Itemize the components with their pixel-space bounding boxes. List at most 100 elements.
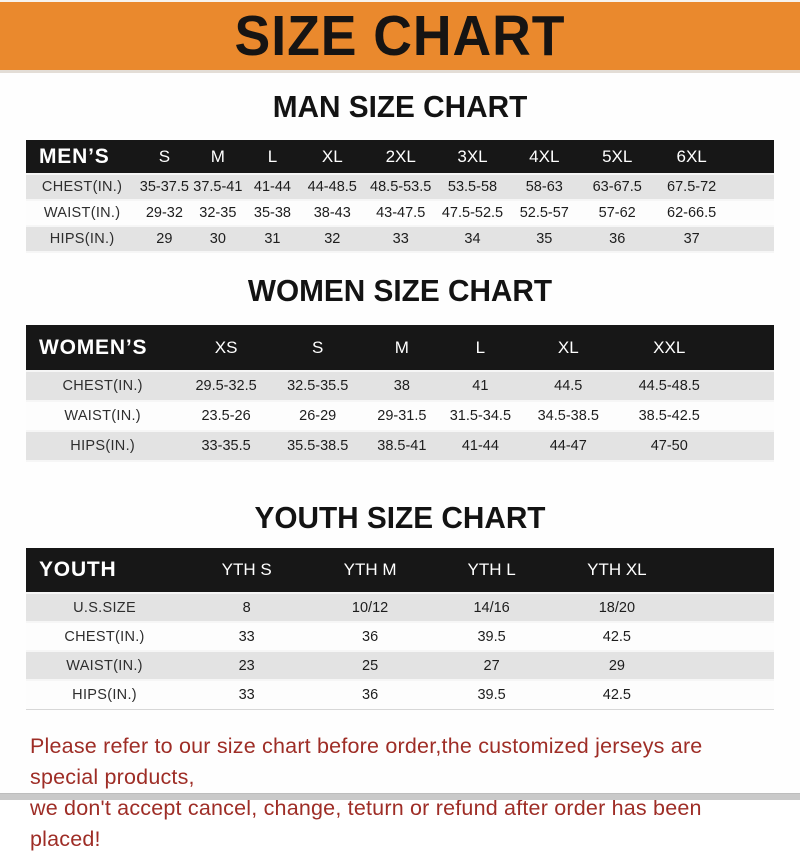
- size-value: 33: [392, 231, 409, 247]
- row-label: HIPS(IN.): [70, 438, 136, 454]
- size-value: 23.5-26: [201, 408, 251, 424]
- header-filler-cell: [721, 325, 774, 371]
- size-value: 29-32: [145, 205, 183, 221]
- size-value: 62-66.5: [667, 205, 717, 221]
- table-row: U.S.SIZE 8 10/12 14/16 18/20: [26, 593, 774, 622]
- header-filler-cell: [729, 140, 774, 174]
- size-column-header: YTH L: [429, 548, 554, 593]
- bottom-edge-strip: [0, 793, 800, 800]
- table-row: WAIST(IN.) 23.5-26 26-29 29-31.5 31.5-34.5 34…: [26, 401, 774, 431]
- size-value: 27: [483, 657, 500, 674]
- size-value: 63-67.5: [592, 179, 642, 195]
- size-column-header: YTH S: [183, 548, 311, 593]
- size-column-header: 2XL: [364, 140, 437, 174]
- size-value: 31.5-34.5: [449, 408, 512, 424]
- size-value: 43-47.5: [376, 205, 426, 221]
- row-label: WAIST(IN.): [64, 408, 141, 424]
- size-value: 35: [536, 231, 553, 247]
- table-title-cell: WOMEN’S: [26, 325, 180, 371]
- size-value: 26-29: [299, 408, 337, 424]
- size-value: 29: [156, 231, 173, 247]
- size-column-header: YTH M: [310, 548, 430, 593]
- size-value: 29: [608, 657, 625, 674]
- size-column-header: 5XL: [580, 140, 655, 174]
- size-value: 44-48.5: [307, 179, 357, 195]
- size-value: 47-50: [650, 438, 688, 454]
- size-value: 35.5-38.5: [287, 438, 349, 454]
- youth-section: YOUTH SIZE CHART YOUTH YTH S YTH M YTH L YTH…: [0, 500, 800, 710]
- table-row: CHEST(IN.) 29.5-32.5 32.5-35.5 38 41 44.5 44.5…: [26, 371, 774, 401]
- size-value: 53.5-58: [447, 179, 498, 195]
- row-filler-cell: [722, 371, 774, 401]
- size-column-header: XS: [179, 325, 273, 371]
- size-column-header: XXL: [616, 325, 722, 371]
- size-column-header: S: [138, 140, 191, 174]
- size-value: 32: [324, 231, 341, 247]
- table-row: WAIST(IN.) 23 25 27 29: [26, 651, 774, 680]
- size-value: 32-35: [199, 205, 237, 221]
- size-value: 38-43: [313, 205, 351, 221]
- footer-note-line-2: we don't accept cancel, change, teturn o…: [30, 795, 702, 851]
- size-column-header: L: [441, 325, 520, 371]
- youth-size-table: YOUTH YTH S YTH M YTH L YTH XL U.S.SIZE 8 10/1…: [26, 548, 774, 710]
- size-value: 67.5-72: [667, 179, 717, 195]
- table-row: WAIST(IN.) 29-32 32-35 35-38 38-43 43-47.5 47.…: [26, 200, 774, 226]
- size-value: 34: [464, 231, 481, 247]
- row-filler-cell: [722, 401, 774, 431]
- size-value: 58-63: [525, 179, 563, 195]
- size-value: 29.5-32.5: [195, 378, 257, 394]
- women-table-header-row: WOMEN’S XS S M L XL XXL: [26, 325, 774, 371]
- size-column-header: XL: [519, 325, 617, 371]
- row-filler-cell: [680, 680, 774, 709]
- men-size-table: MEN’S S M L XL 2XL 3XL 4XL 5XL 6XL CHEST(IN.) 35-3…: [26, 140, 774, 253]
- row-label: WAIST(IN.): [43, 205, 121, 221]
- youth-section-heading: YOUTH SIZE CHART: [254, 500, 546, 535]
- youth-table-header-row: YOUTH YTH S YTH M YTH L YTH XL: [26, 548, 774, 593]
- table-row: CHEST(IN.) 35-37.5 37.5-41 41-44 44-48.5 48.5…: [26, 174, 774, 200]
- row-filler-cell: [729, 226, 774, 252]
- women-size-table: WOMEN’S XS S M L XL XXL CHEST(IN.) 29.5-32.5 32.…: [26, 325, 774, 462]
- size-value: 42.5: [602, 628, 631, 645]
- women-section-heading: WOMEN SIZE CHART: [247, 273, 553, 308]
- size-value: 33: [238, 686, 255, 703]
- size-value: 52.5-57: [519, 205, 569, 221]
- size-value: 39.5: [477, 686, 506, 703]
- size-value: 36: [362, 686, 379, 703]
- size-value: 41-44: [461, 438, 499, 454]
- size-value: 14/16: [473, 599, 510, 616]
- size-column-header: XL: [299, 140, 365, 174]
- table-title-cell: YOUTH: [26, 548, 184, 593]
- men-section: MAN SIZE CHART MEN’S S M L XL 2XL 3XL 4XL 5XL 6XL…: [0, 89, 800, 253]
- size-value: 47.5-52.5: [441, 205, 504, 221]
- size-value: 57-62: [598, 205, 636, 221]
- size-column-header: 6XL: [654, 140, 730, 174]
- size-value: 41: [472, 378, 489, 394]
- size-value: 30: [209, 231, 226, 247]
- size-value: 44-47: [549, 438, 587, 454]
- size-value: 25: [362, 657, 379, 674]
- row-label: HIPS(IN.): [49, 231, 115, 247]
- size-value: 48.5-53.5: [370, 179, 432, 195]
- size-value: 41-44: [253, 179, 291, 195]
- size-value: 35-37.5: [139, 179, 189, 195]
- size-column-header: 3XL: [436, 140, 509, 174]
- row-label: WAIST(IN.): [66, 657, 143, 674]
- header-filler-cell: [680, 548, 774, 593]
- size-column-header: M: [362, 325, 442, 371]
- size-column-header: L: [245, 140, 300, 174]
- size-value: 38: [393, 378, 410, 394]
- size-value: 42.5: [602, 686, 631, 703]
- row-label: U.S.SIZE: [73, 599, 136, 616]
- table-row: HIPS(IN.) 33 36 39.5 42.5: [26, 680, 774, 709]
- size-value: 32.5-35.5: [287, 378, 349, 394]
- row-filler-cell: [680, 593, 774, 622]
- men-table-header-row: MEN’S S M L XL 2XL 3XL 4XL 5XL 6XL: [26, 140, 774, 174]
- row-filler-cell: [680, 622, 774, 651]
- row-filler-cell: [729, 200, 774, 226]
- table-row: CHEST(IN.) 33 36 39.5 42.5: [26, 622, 774, 651]
- banner-title: SIZE CHART: [234, 3, 566, 68]
- size-value: 37: [683, 231, 700, 247]
- row-filler-cell: [729, 174, 774, 200]
- row-label: CHEST(IN.): [64, 628, 145, 645]
